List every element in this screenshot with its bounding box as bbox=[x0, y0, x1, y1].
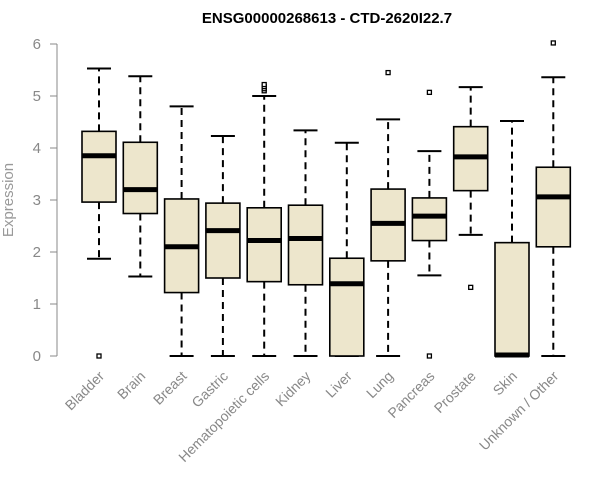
outlier-point bbox=[468, 284, 474, 291]
iqr-box bbox=[81, 130, 117, 203]
outlier-point bbox=[550, 40, 556, 46]
outlier-point bbox=[96, 353, 102, 359]
outlier-point bbox=[385, 69, 391, 76]
x-tick-label-lung: Lung bbox=[363, 368, 396, 401]
outlier-point bbox=[261, 81, 267, 88]
box-brain bbox=[122, 75, 159, 278]
x-tick-label-skin: Skin bbox=[490, 368, 521, 399]
iqr-box bbox=[287, 204, 324, 286]
boxes bbox=[81, 40, 572, 359]
box-lung bbox=[370, 69, 406, 357]
x-tick-label-liver: Liver bbox=[322, 368, 355, 401]
box-prostate bbox=[452, 86, 489, 291]
iqr-box bbox=[328, 257, 365, 357]
y-axis-label: Expression bbox=[0, 163, 17, 237]
box-skin bbox=[494, 119, 530, 358]
iqr-box bbox=[411, 197, 448, 242]
iqr-box bbox=[246, 207, 282, 283]
x-tick-label-prostate: Prostate bbox=[431, 368, 479, 416]
box-gastric bbox=[205, 135, 241, 357]
x-tick-label-breast: Breast bbox=[150, 368, 190, 408]
iqr-box bbox=[205, 202, 241, 279]
x-tick-label-kidney: Kidney bbox=[272, 368, 314, 410]
y-tick-label: 6 bbox=[33, 36, 41, 53]
y-tick-label: 5 bbox=[33, 88, 41, 105]
outlier-point bbox=[426, 353, 433, 359]
y-tick-label: 3 bbox=[33, 192, 41, 209]
box-bladder bbox=[81, 67, 117, 359]
box-breast bbox=[163, 105, 200, 357]
box-pancreas bbox=[411, 89, 448, 359]
y-axis: 0 1 2 3 4 5 6 bbox=[33, 36, 58, 365]
x-tick-label-brain: Brain bbox=[114, 368, 148, 402]
chart-title: ENSG00000268613 - CTD-2620I22.7 bbox=[202, 10, 452, 27]
box-unknown-other bbox=[535, 40, 572, 357]
y-tick-label: 0 bbox=[33, 348, 41, 365]
y-tick-label: 1 bbox=[33, 296, 41, 313]
iqr-box bbox=[122, 141, 159, 215]
outlier-point bbox=[426, 89, 433, 96]
iqr-box bbox=[535, 166, 572, 248]
y-tick-label: 2 bbox=[33, 244, 41, 261]
box-liver bbox=[328, 141, 365, 357]
iqr-box bbox=[494, 241, 530, 357]
box-kidney bbox=[287, 129, 324, 357]
y-tick-label: 4 bbox=[33, 140, 41, 157]
x-tick-label-bladder: Bladder bbox=[62, 368, 108, 414]
box-hematopoietic-cells bbox=[246, 81, 282, 357]
